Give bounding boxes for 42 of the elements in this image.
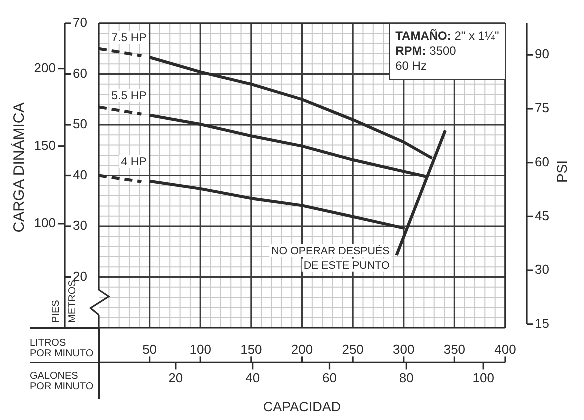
y-tick-label: 70 [73,15,88,30]
x-tick-label: 100 [190,342,212,358]
annotation: TAMAÑO: 2" x 1¼" [396,28,500,44]
y2-tick-label: 75 [535,100,550,116]
y2-tick-label: 60 [535,154,550,170]
y-tick-label: 50 [73,116,88,132]
x-tick-label: 350 [444,342,466,358]
x-tick-label: 400 [494,342,516,358]
annotation: 60 Hz [396,58,428,74]
x-tick-label: 250 [342,342,364,358]
x2-tick-label: 60 [322,370,337,386]
text: GALONES POR MINUTO [30,370,94,392]
x-tick-label: 300 [393,342,415,358]
y3-tick-label: 100 [34,215,56,230]
series-label: 4 HP [121,156,148,168]
y2-tick-label: 15 [535,316,550,331]
x2-tick-label: 40 [246,370,260,386]
x-tick-label: 200 [291,342,314,358]
y3-tick-label: 200 [34,60,56,76]
x-tick-label: 150 [240,342,262,358]
y2-tick-label: 90 [535,46,550,62]
y2-axis-title: PSI [554,160,570,184]
series-label: 7.5 HP [112,32,148,44]
text: PIES [50,300,62,323]
x2-tick-label: 80 [399,370,414,386]
annotation: NO OPERAR DESPUÉS DE ESTE PUNTO [272,244,390,272]
series-label: 5.5 HP [112,90,148,102]
y-tick-label: 60 [73,66,88,81]
y-tick-label: 30 [73,218,88,234]
text: METROS [67,280,78,323]
x-axis-title: CAPACIDAD [263,400,342,415]
x-tick-label: 50 [142,342,158,358]
annotation: RPM: 3500 [396,44,458,59]
x2-tick-label: 100 [472,370,494,386]
y3-tick-label: 150 [34,138,56,153]
y-tick-label: 40 [73,167,88,182]
y-axis-title: CARGA DINÁMICA [10,102,28,233]
y2-tick-label: 45 [535,208,550,224]
y2-tick-label: 30 [535,262,550,278]
text: LITROS POR MINUTO [30,338,94,360]
x2-tick-label: 20 [168,370,184,386]
info-box: TAMAÑO: 2" x 1¼" RPM: 3500 60 Hz [388,22,506,80]
